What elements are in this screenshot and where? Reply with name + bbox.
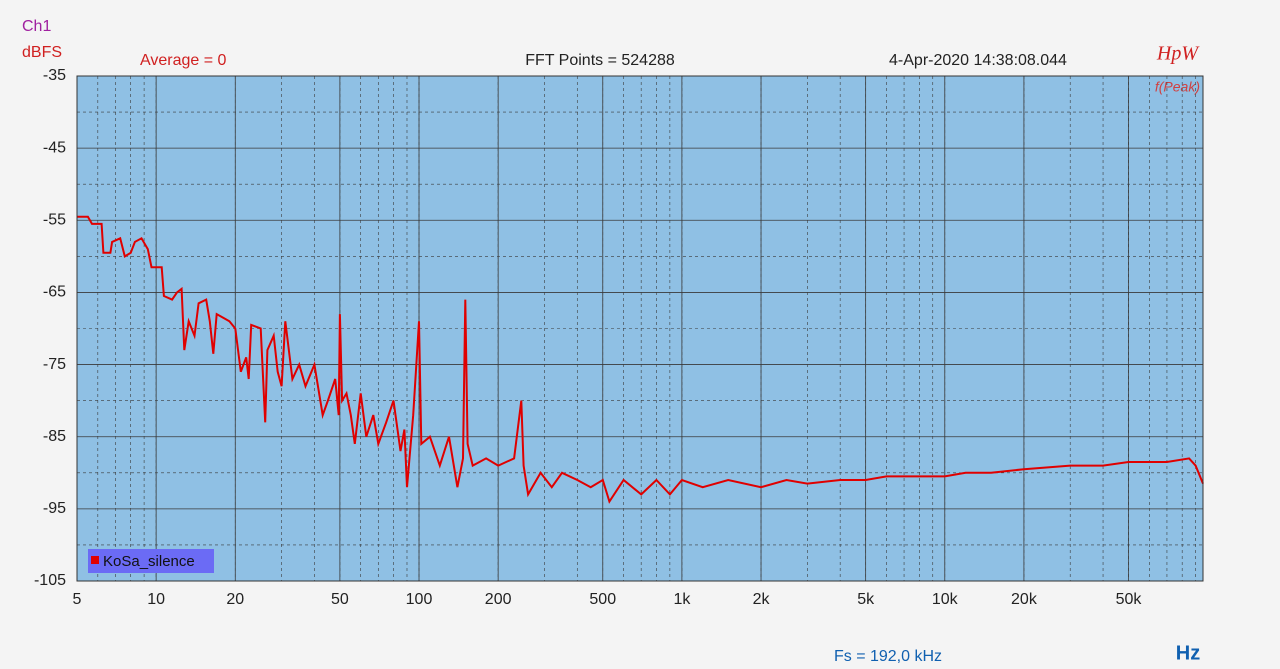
x-tick-label: 50 xyxy=(331,591,349,608)
x-tick-label: 2k xyxy=(753,591,771,608)
y-tick-label: -85 xyxy=(43,428,66,445)
sample-rate: Fs = 192,0 kHz xyxy=(834,648,942,665)
legend-swatch xyxy=(91,556,99,564)
brand: HpW xyxy=(1156,43,1200,65)
average-label: Average = 0 xyxy=(140,52,227,69)
x-tick-label: 5 xyxy=(73,591,82,608)
x-tick-label: 5k xyxy=(857,591,875,608)
y-tick-label: -105 xyxy=(34,572,66,589)
x-tick-label: 10k xyxy=(932,591,959,608)
timestamp: 4-Apr-2020 14:38:08.044 xyxy=(889,52,1067,69)
spectrum-line xyxy=(77,215,1204,504)
x-tick-label: 20 xyxy=(226,591,244,608)
plot-border xyxy=(76,75,1204,582)
x-tick-label: 200 xyxy=(485,591,512,608)
y-tick-label: -55 xyxy=(43,212,66,229)
x-tick-label: 10 xyxy=(147,591,165,608)
x-tick-label: 1k xyxy=(673,591,691,608)
x-tick-label: 20k xyxy=(1011,591,1038,608)
y-axis-label: dBFS xyxy=(22,44,62,61)
legend-label: KoSa_silence xyxy=(103,553,195,570)
x-tick-label: 100 xyxy=(406,591,433,608)
y-tick-label: -35 xyxy=(43,67,66,84)
y-tick-label: -95 xyxy=(43,500,66,517)
fft-points-label: FFT Points = 524288 xyxy=(525,52,675,69)
channel-label: Ch1 xyxy=(22,18,51,35)
y-tick-label: -45 xyxy=(43,139,66,156)
x-tick-label: 500 xyxy=(589,591,616,608)
x-axis-label: Hz xyxy=(1176,642,1200,664)
mode-label: f(Peak) xyxy=(1155,79,1200,95)
x-tick-label: 50k xyxy=(1116,591,1143,608)
y-tick-label: -75 xyxy=(43,356,66,373)
legend-box xyxy=(88,549,214,573)
y-tick-label: -65 xyxy=(43,284,66,301)
